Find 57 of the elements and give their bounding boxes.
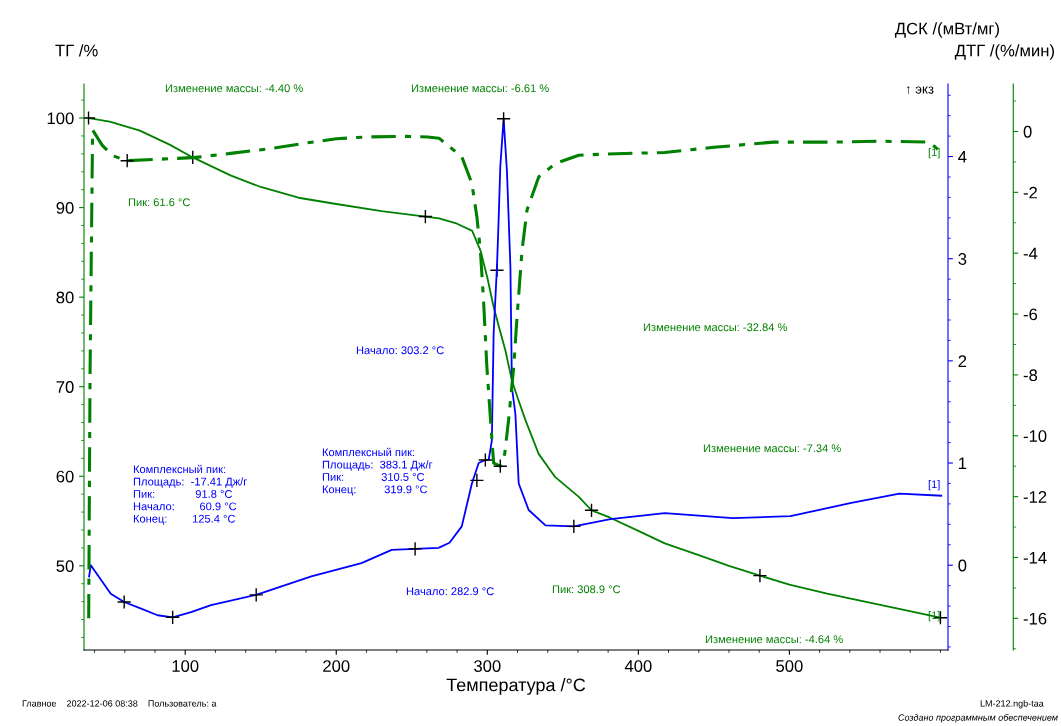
y2-tick-label: 4 [958,151,967,163]
annotation: Начало: 282.9 °C [406,587,494,596]
point [407,541,423,557]
annotation: Комплексный пик: Площадь: 383.1 Дж/г Пик: 310.5 °C Конец: 319.9 °C [322,447,433,496]
x-axis-title: Температура /°C [446,678,586,695]
point [248,587,264,603]
point [752,568,768,583]
text: Главное 2022-12-06 08:38 Пользователь: a [22,700,217,707]
x-tick-label: 400 [624,660,652,672]
y-tick-label: 60 [56,470,74,483]
text: LM-212.ngb-taa [980,700,1044,709]
y2-tick-label: 0 [958,559,967,572]
x-tick-label: 200 [323,660,350,672]
y3-tick-label: -2 [1023,186,1037,199]
y3-tick-label: -6 [1023,308,1038,321]
text: Создано программным обеспечением [898,714,1058,723]
y-axis-title: ТГ /% [55,44,98,57]
y-tick-label: 80 [56,291,74,304]
y2-axis-title: ДСК /(мВт/мг) [894,22,999,38]
point [116,594,132,610]
y2-tick-label: 2 [958,355,967,367]
y3-axis-title: ДТГ /(%/мин) [954,44,1054,60]
point [566,519,582,534]
y-tick-label: 50 [56,560,74,573]
y-tick-label: 100 [47,112,74,125]
y3-tick-label: -4 [1023,247,1038,260]
annotation: Изменение массы: -6.61 % [411,84,549,93]
point [584,503,599,518]
x-tick-label: 100 [172,660,199,672]
y3-tick-label: -8 [1023,369,1038,382]
x-tick-label: 300 [474,660,501,672]
y-tick-label: 70 [56,381,74,393]
y3-tick-label: -16 [1023,612,1047,625]
y3-tick-label: 0 [1023,125,1032,138]
annotation: Изменение массы: -4.64 % [705,635,843,644]
annotation: Комплексный пик: Площадь: -17.41 Дж/г Пик: 91.8 °C Начало: 60.9 °C Конец: 125.4 °C [133,464,247,525]
point [496,111,511,127]
annotation: ↑ экз [906,86,934,94]
annotation: Изменение массы: -7.34 % [703,444,841,453]
annotation: [1] [928,480,940,491]
point [469,473,485,488]
annotation: Изменение массы: -32.84 % [643,323,787,332]
annotation: Начало: 303.2 °C [356,346,444,355]
y3-tick-label: -14 [1023,552,1047,564]
y2-tick-label: 3 [958,253,967,265]
x-tick-label: 500 [776,660,803,672]
annotation: Изменение массы: -4.40 % [165,84,303,93]
y-tick-label: 90 [56,201,74,214]
annotation: Пик: 61.6 °C [128,198,190,207]
point [418,209,433,224]
y2-tick-label: 1 [958,457,967,470]
y3-tick-label: -10 [1023,430,1047,442]
point [478,452,493,468]
annotation: [1] [928,148,940,159]
point [165,610,180,625]
annotation: Пик: 308.9 °C [552,585,621,594]
y3-tick-label: -12 [1023,491,1047,503]
